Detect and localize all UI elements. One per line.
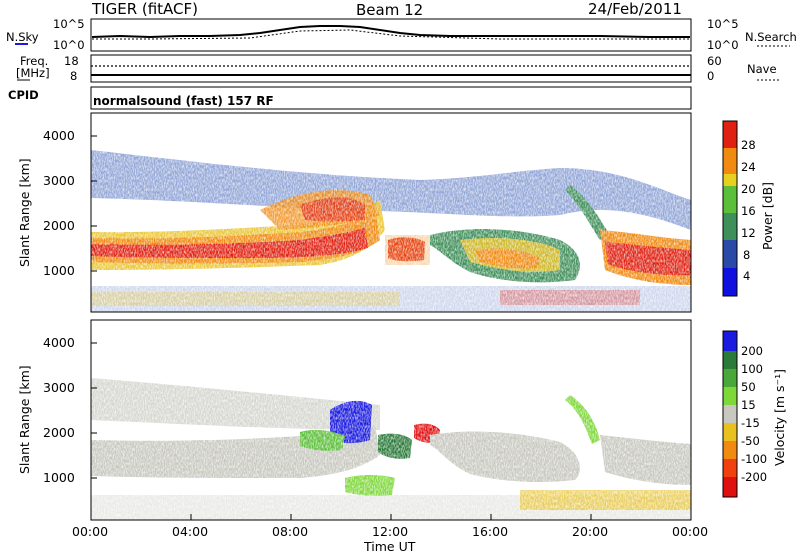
x-ticks bbox=[90, 514, 692, 520]
x-axis-label: Time UT bbox=[364, 539, 416, 554]
date-title: 24/Feb/2011 bbox=[588, 0, 682, 18]
power-heatmap bbox=[91, 113, 691, 312]
power-cb-tick-4: 4 bbox=[743, 269, 751, 283]
x-tick-1: 04:00 bbox=[172, 524, 209, 539]
power-y-tick-2000: 2000 bbox=[43, 218, 75, 233]
x-tick-4: 16:00 bbox=[472, 524, 509, 539]
vel-cb-tick-15: 15 bbox=[741, 398, 756, 412]
power-cb-tick-28: 28 bbox=[741, 138, 756, 152]
freq-tick-bottom: 8 bbox=[70, 69, 78, 83]
vel-cb-tick-neg15: -15 bbox=[741, 416, 760, 430]
vel-cb-tick-200: 200 bbox=[741, 344, 763, 358]
velocity-colorbar bbox=[722, 330, 738, 498]
vel-cb-tick-100: 100 bbox=[741, 362, 763, 376]
velocity-y-axis-label: Slant Range [km] bbox=[17, 365, 32, 474]
nave-label: Nave bbox=[747, 62, 777, 76]
power-cb-tick-24: 24 bbox=[741, 160, 756, 174]
radar-title: TIGER (fitACF) bbox=[92, 0, 199, 18]
power-y-tick-4000: 4000 bbox=[43, 128, 75, 143]
freq-unit-label: [MHz] bbox=[16, 66, 50, 80]
velocity-y-tick-1000: 1000 bbox=[43, 470, 75, 485]
freq-label: Freq. bbox=[20, 54, 49, 68]
velocity-y-ticks bbox=[91, 342, 97, 479]
x-tick-6: 00:00 bbox=[672, 524, 709, 539]
beam-title: Beam 12 bbox=[356, 1, 424, 19]
noise-sky-trace bbox=[91, 25, 690, 39]
cpid-panel-frame bbox=[90, 86, 692, 110]
power-cb-tick-8: 8 bbox=[743, 248, 751, 262]
x-tick-5: 20:00 bbox=[572, 524, 609, 539]
power-y-tick-3000: 3000 bbox=[43, 173, 75, 188]
nsearch-tick-bottom: 10^0 bbox=[707, 38, 739, 52]
vel-cb-tick-neg200: -200 bbox=[741, 470, 768, 484]
nsearch-tick-top: 10^5 bbox=[707, 17, 739, 31]
nsearch-label: N.Search bbox=[745, 30, 797, 44]
nave-tick-top: 60 bbox=[707, 54, 722, 68]
noise-panel-frame bbox=[90, 18, 692, 52]
nave-tick-bottom: 0 bbox=[707, 69, 715, 83]
power-cb-tick-16: 16 bbox=[741, 204, 756, 218]
nsky-tick-bottom: 10^0 bbox=[53, 38, 85, 52]
noise-search-trace bbox=[92, 29, 690, 40]
vel-cb-tick-50: 50 bbox=[741, 380, 756, 394]
power-panel-frame bbox=[90, 112, 692, 313]
velocity-colorbar-label: Velocity [m s⁻¹] bbox=[772, 368, 787, 466]
velocity-y-tick-3000: 3000 bbox=[43, 380, 75, 395]
x-tick-2: 08:00 bbox=[272, 524, 309, 539]
vel-cb-tick-neg50: -50 bbox=[741, 434, 760, 448]
freq-tick-top: 18 bbox=[64, 54, 79, 68]
power-cb-tick-12: 12 bbox=[741, 226, 756, 240]
cpid-mode: normalsound (fast) 157 RF bbox=[93, 94, 274, 108]
power-colorbar-label: Power [dB] bbox=[760, 181, 775, 250]
power-y-axis-label: Slant Range [km] bbox=[17, 158, 32, 267]
power-colorbar bbox=[722, 120, 738, 297]
power-y-tick-1000: 1000 bbox=[43, 263, 75, 278]
velocity-y-tick-2000: 2000 bbox=[43, 425, 75, 440]
power-y-ticks bbox=[91, 135, 97, 272]
nsky-label: N.Sky bbox=[6, 30, 39, 44]
nsky-tick-top: 10^5 bbox=[53, 17, 85, 31]
freq-panel-frame bbox=[90, 54, 692, 83]
x-tick-3: 12:00 bbox=[372, 524, 409, 539]
velocity-y-tick-4000: 4000 bbox=[43, 335, 75, 350]
vel-cb-tick-neg100: -100 bbox=[741, 452, 768, 466]
cpid-label: CPID bbox=[8, 88, 39, 102]
power-cb-tick-20: 20 bbox=[741, 182, 756, 196]
x-tick-0: 00:00 bbox=[72, 524, 109, 539]
velocity-heatmap bbox=[91, 320, 691, 520]
